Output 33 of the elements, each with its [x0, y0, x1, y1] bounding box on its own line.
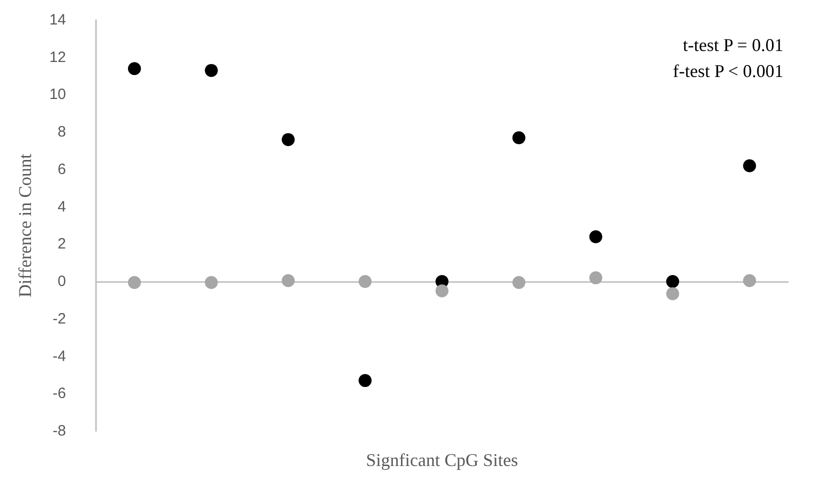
point — [128, 62, 141, 76]
point — [743, 159, 756, 172]
point — [512, 276, 526, 289]
annotation: f-test P < 0.001 — [672, 61, 784, 81]
point — [204, 276, 218, 289]
y-tick-label: 8 — [58, 124, 66, 141]
y-tick-label: 2 — [58, 236, 66, 253]
point — [204, 64, 218, 77]
y-tick-label: 14 — [49, 12, 66, 28]
point — [128, 276, 141, 289]
annotation: t-test P = 0.01 — [682, 35, 784, 55]
point — [282, 133, 295, 146]
y-tick-label: 0 — [58, 273, 66, 290]
point — [358, 374, 372, 388]
point — [743, 274, 756, 288]
point — [512, 131, 526, 144]
point — [589, 230, 602, 244]
y-tick-label: -6 — [52, 385, 66, 402]
point — [282, 274, 295, 288]
point — [666, 275, 680, 288]
y-tick-label: 10 — [49, 86, 66, 104]
y-tick-label: -2 — [52, 310, 66, 328]
y-tick-label: -8 — [52, 422, 66, 440]
y-tick-label: 12 — [49, 48, 66, 66]
y-tick-label: -4 — [52, 348, 66, 365]
y-tick-label: 4 — [58, 198, 66, 216]
point — [436, 284, 448, 298]
point — [589, 271, 602, 284]
point — [358, 275, 372, 288]
y-tick-label: 6 — [58, 160, 66, 178]
y-axis-title: Difference in Count — [15, 154, 35, 298]
point — [666, 287, 680, 300]
x-axis-title: Signficant CpG Sites — [366, 450, 518, 470]
